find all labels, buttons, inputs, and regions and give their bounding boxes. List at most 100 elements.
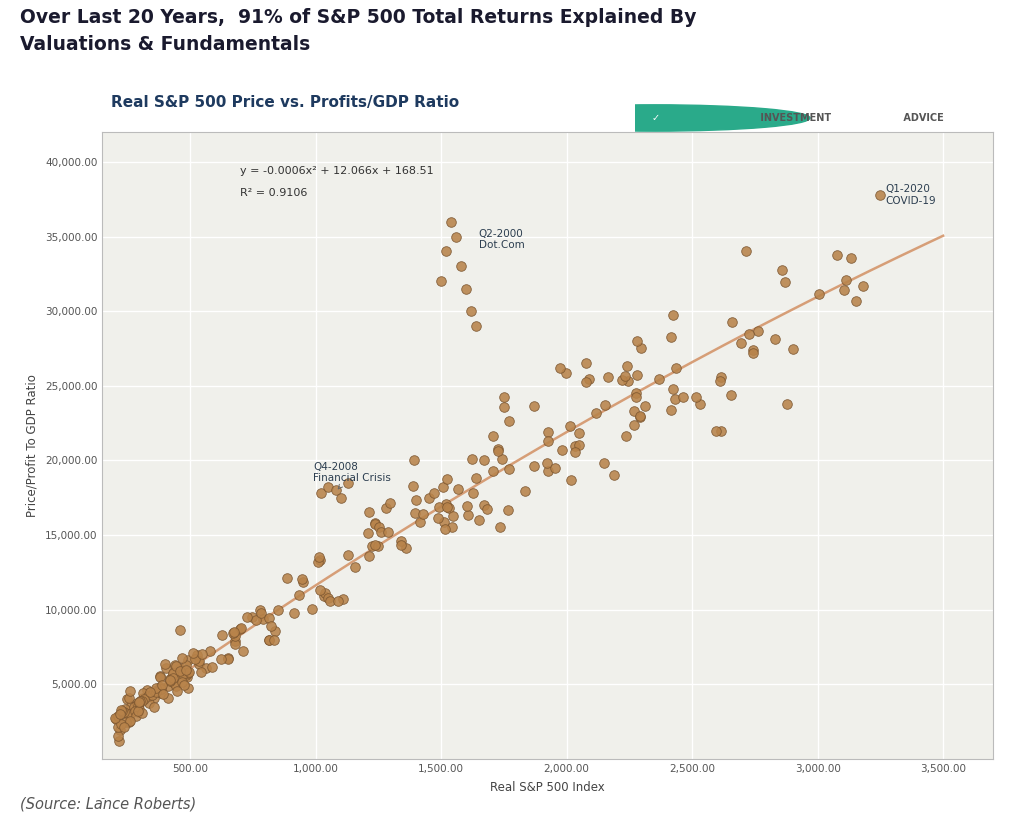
Point bbox=[330, 595, 346, 608]
Point bbox=[178, 663, 195, 676]
Point bbox=[360, 549, 377, 563]
Point bbox=[485, 464, 502, 478]
Point bbox=[668, 361, 684, 375]
Point bbox=[113, 717, 129, 730]
Point bbox=[193, 665, 209, 678]
Point bbox=[160, 680, 176, 693]
Point bbox=[226, 638, 243, 651]
Point bbox=[204, 661, 220, 674]
Point bbox=[412, 516, 428, 529]
Point bbox=[617, 429, 634, 442]
Point bbox=[189, 648, 206, 662]
Point bbox=[557, 366, 573, 380]
Point bbox=[162, 674, 178, 687]
Point bbox=[713, 370, 729, 384]
Text: REAL: REAL bbox=[694, 113, 722, 123]
Point bbox=[152, 682, 168, 695]
Point bbox=[236, 644, 252, 658]
Point bbox=[393, 534, 410, 547]
Point bbox=[626, 404, 642, 417]
Point bbox=[310, 550, 327, 563]
Point bbox=[121, 691, 137, 705]
Point bbox=[118, 702, 134, 715]
Point bbox=[460, 508, 476, 521]
Point bbox=[130, 704, 146, 717]
Point bbox=[135, 691, 152, 705]
Point bbox=[737, 245, 754, 258]
Point bbox=[169, 685, 185, 698]
Point bbox=[495, 452, 511, 465]
Point bbox=[279, 572, 295, 585]
Point bbox=[614, 374, 631, 387]
Point bbox=[811, 288, 827, 301]
Point bbox=[111, 710, 127, 723]
Point bbox=[328, 483, 344, 497]
Point bbox=[666, 309, 682, 322]
Point bbox=[713, 424, 729, 437]
Point bbox=[722, 389, 738, 402]
Point bbox=[166, 676, 182, 689]
Point bbox=[180, 681, 197, 695]
Point bbox=[173, 651, 189, 664]
Point bbox=[526, 459, 543, 472]
Point bbox=[361, 506, 378, 519]
Point bbox=[294, 573, 310, 586]
Point bbox=[370, 540, 386, 553]
Point bbox=[152, 681, 168, 694]
Point bbox=[232, 623, 249, 636]
Point bbox=[112, 724, 128, 737]
Point bbox=[848, 294, 864, 307]
Point bbox=[777, 275, 794, 288]
Point bbox=[501, 414, 517, 427]
Point bbox=[404, 479, 421, 493]
Point bbox=[426, 486, 442, 499]
Point bbox=[295, 576, 311, 589]
Point bbox=[131, 702, 147, 715]
Point bbox=[335, 592, 351, 606]
Point bbox=[712, 375, 728, 388]
Point bbox=[407, 507, 423, 520]
Point bbox=[340, 549, 356, 562]
Point bbox=[450, 483, 466, 496]
Point bbox=[122, 714, 138, 728]
Point bbox=[133, 695, 150, 708]
Point bbox=[139, 683, 156, 696]
Point bbox=[122, 684, 138, 697]
Point bbox=[333, 491, 349, 504]
Point bbox=[367, 516, 383, 530]
Point bbox=[540, 435, 556, 448]
Point bbox=[478, 502, 495, 516]
Point bbox=[468, 471, 484, 484]
Point bbox=[431, 500, 447, 513]
Point bbox=[116, 720, 132, 733]
Point bbox=[178, 668, 195, 681]
Point bbox=[496, 400, 512, 413]
Point bbox=[665, 383, 681, 396]
Point bbox=[708, 424, 724, 437]
Point bbox=[141, 696, 158, 710]
Point bbox=[784, 342, 801, 356]
Point bbox=[116, 705, 132, 719]
Y-axis label: Price/Profit To GDP Ratio: Price/Profit To GDP Ratio bbox=[26, 374, 38, 517]
Point bbox=[172, 664, 188, 677]
Point bbox=[571, 427, 588, 440]
Point bbox=[430, 511, 446, 524]
Point bbox=[464, 452, 480, 465]
Point bbox=[286, 606, 302, 620]
Point bbox=[261, 633, 278, 646]
Point bbox=[252, 604, 268, 617]
Point bbox=[578, 375, 594, 389]
Point bbox=[157, 658, 173, 671]
Point bbox=[436, 522, 453, 535]
Point bbox=[600, 370, 616, 384]
Point bbox=[147, 686, 164, 699]
Point bbox=[688, 390, 705, 403]
Point bbox=[114, 705, 130, 718]
Point bbox=[185, 647, 202, 660]
Point bbox=[547, 461, 563, 474]
Point bbox=[155, 687, 171, 700]
Point bbox=[438, 472, 455, 485]
Point bbox=[663, 403, 679, 417]
Point bbox=[407, 454, 423, 467]
Point bbox=[172, 623, 188, 636]
